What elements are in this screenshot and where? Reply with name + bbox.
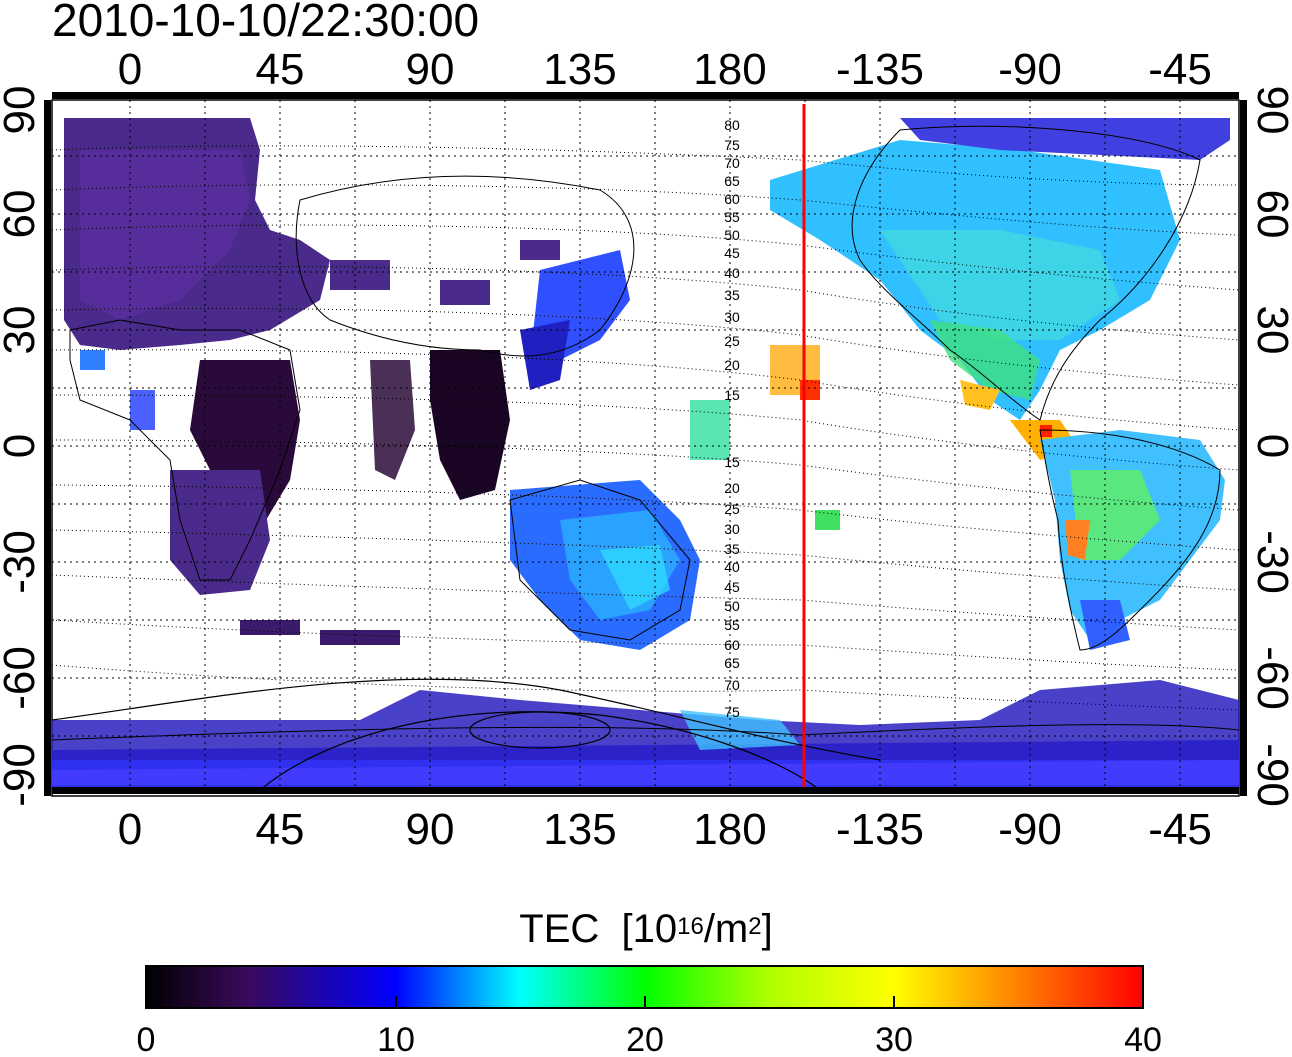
contour-label: 60 bbox=[724, 637, 740, 653]
map-title: 2010-10-10/22:30:00 bbox=[52, 0, 480, 46]
colorbar-unit-prefix: [10 bbox=[621, 907, 678, 951]
contour-label: 55 bbox=[724, 209, 740, 225]
contour-label: 50 bbox=[724, 598, 740, 614]
top-lon-label: 135 bbox=[543, 45, 616, 94]
colorbar-unit-suffix: ] bbox=[761, 907, 773, 951]
contour-label: 75 bbox=[724, 137, 740, 153]
bottom-lon-label: 45 bbox=[256, 805, 305, 854]
colorbar-tick-label: 10 bbox=[377, 1021, 415, 1057]
colorbar-tick-label: 30 bbox=[875, 1021, 913, 1057]
contour-labels-north: 80 75 70 65 60 55 50 45 40 35 30 25 20 1… bbox=[724, 117, 740, 403]
top-lon-label: -90 bbox=[998, 45, 1062, 94]
contour-label: 15 bbox=[724, 454, 740, 470]
colorbar-tick-labels: 0 10 20 30 40 bbox=[137, 1021, 1162, 1057]
top-lon-label: -45 bbox=[1148, 45, 1212, 94]
left-lat-label: 0 bbox=[0, 434, 44, 458]
left-lat-label: 60 bbox=[0, 190, 44, 239]
contour-label: 40 bbox=[724, 265, 740, 281]
contour-label: 25 bbox=[724, 501, 740, 517]
bottom-lon-label: -45 bbox=[1148, 805, 1212, 854]
right-lat-label: -60 bbox=[1248, 646, 1292, 710]
contour-label: 15 bbox=[724, 387, 740, 403]
contour-labels-south: 15 20 25 30 35 40 45 50 55 60 65 70 75 bbox=[724, 454, 740, 720]
bottom-lon-label: -135 bbox=[836, 805, 924, 854]
axis-bars bbox=[44, 92, 1247, 796]
top-lon-label: 0 bbox=[118, 45, 142, 94]
contour-label: 50 bbox=[724, 227, 740, 243]
contour-label: 70 bbox=[724, 677, 740, 693]
magnetic-pole-contours bbox=[52, 678, 881, 791]
bottom-lon-label: 135 bbox=[543, 805, 616, 854]
right-lat-label: -30 bbox=[1248, 530, 1292, 594]
colorbar-tick-label: 0 bbox=[137, 1021, 156, 1057]
contour-label: 30 bbox=[724, 521, 740, 537]
colorbar-ticks bbox=[395, 996, 895, 1008]
colorbar-title: TEC [1016/m2] bbox=[0, 906, 1292, 952]
contour-label: 20 bbox=[724, 357, 740, 373]
top-lon-labels: 0 45 90 135 180 -135 -90 -45 bbox=[118, 45, 1212, 94]
magnetic-contours bbox=[52, 145, 1239, 711]
contour-label: 60 bbox=[724, 191, 740, 207]
colorbar-tick-label: 20 bbox=[626, 1021, 664, 1057]
colorbar-unit-mid: /m bbox=[703, 907, 749, 951]
right-lat-label: 90 bbox=[1248, 86, 1292, 135]
left-lat-label: -30 bbox=[0, 530, 44, 594]
left-lat-labels: 90 60 30 0 -30 -60 -90 bbox=[0, 86, 44, 807]
contour-label: 20 bbox=[724, 480, 740, 496]
contour-label: 80 bbox=[724, 117, 740, 133]
colorbar-unit-exp2: 2 bbox=[748, 913, 762, 940]
right-lat-label: -90 bbox=[1248, 743, 1292, 807]
contour-label: 45 bbox=[724, 579, 740, 595]
bottom-lon-labels: 0 45 90 135 180 -135 -90 -45 bbox=[118, 805, 1212, 854]
contour-label: 25 bbox=[724, 333, 740, 349]
colorbar-label: TEC bbox=[519, 907, 600, 951]
contour-label: 45 bbox=[724, 245, 740, 261]
contour-label: 65 bbox=[724, 173, 740, 189]
right-lat-labels: 90 60 30 0 -30 -60 -90 bbox=[1248, 86, 1292, 807]
coastlines bbox=[52, 125, 1239, 741]
right-lat-label: 0 bbox=[1248, 434, 1292, 458]
contour-label: 70 bbox=[724, 155, 740, 171]
left-lat-label: -90 bbox=[0, 743, 44, 807]
right-lat-label: 60 bbox=[1248, 190, 1292, 239]
contour-label: 65 bbox=[724, 655, 740, 671]
left-lat-label: 30 bbox=[0, 306, 44, 355]
contour-label: 35 bbox=[724, 287, 740, 303]
left-lat-label: 90 bbox=[0, 86, 44, 135]
bottom-lon-label: 180 bbox=[693, 805, 766, 854]
colorbar-unit-exp: 16 bbox=[677, 913, 704, 940]
top-lon-label: 45 bbox=[256, 45, 305, 94]
contour-label: 75 bbox=[724, 704, 740, 720]
bottom-lon-label: 90 bbox=[406, 805, 455, 854]
left-lat-label: -60 bbox=[0, 646, 44, 710]
contour-label: 55 bbox=[724, 617, 740, 633]
contour-label: 35 bbox=[724, 541, 740, 557]
contour-label: 40 bbox=[724, 559, 740, 575]
top-lon-label: 90 bbox=[406, 45, 455, 94]
bottom-lon-label: -90 bbox=[998, 805, 1062, 854]
colorbar-tick-label: 40 bbox=[1124, 1021, 1162, 1057]
colorbar: 0 10 20 30 40 bbox=[137, 965, 1162, 1057]
bottom-lon-label: 0 bbox=[118, 805, 142, 854]
tec-map: 0 45 90 135 180 -135 -90 -45 0 45 90 135… bbox=[0, 45, 1292, 854]
contour-label: 30 bbox=[724, 309, 740, 325]
top-lon-label: 180 bbox=[693, 45, 766, 94]
top-lon-label: -135 bbox=[836, 45, 924, 94]
right-lat-label: 30 bbox=[1248, 306, 1292, 355]
